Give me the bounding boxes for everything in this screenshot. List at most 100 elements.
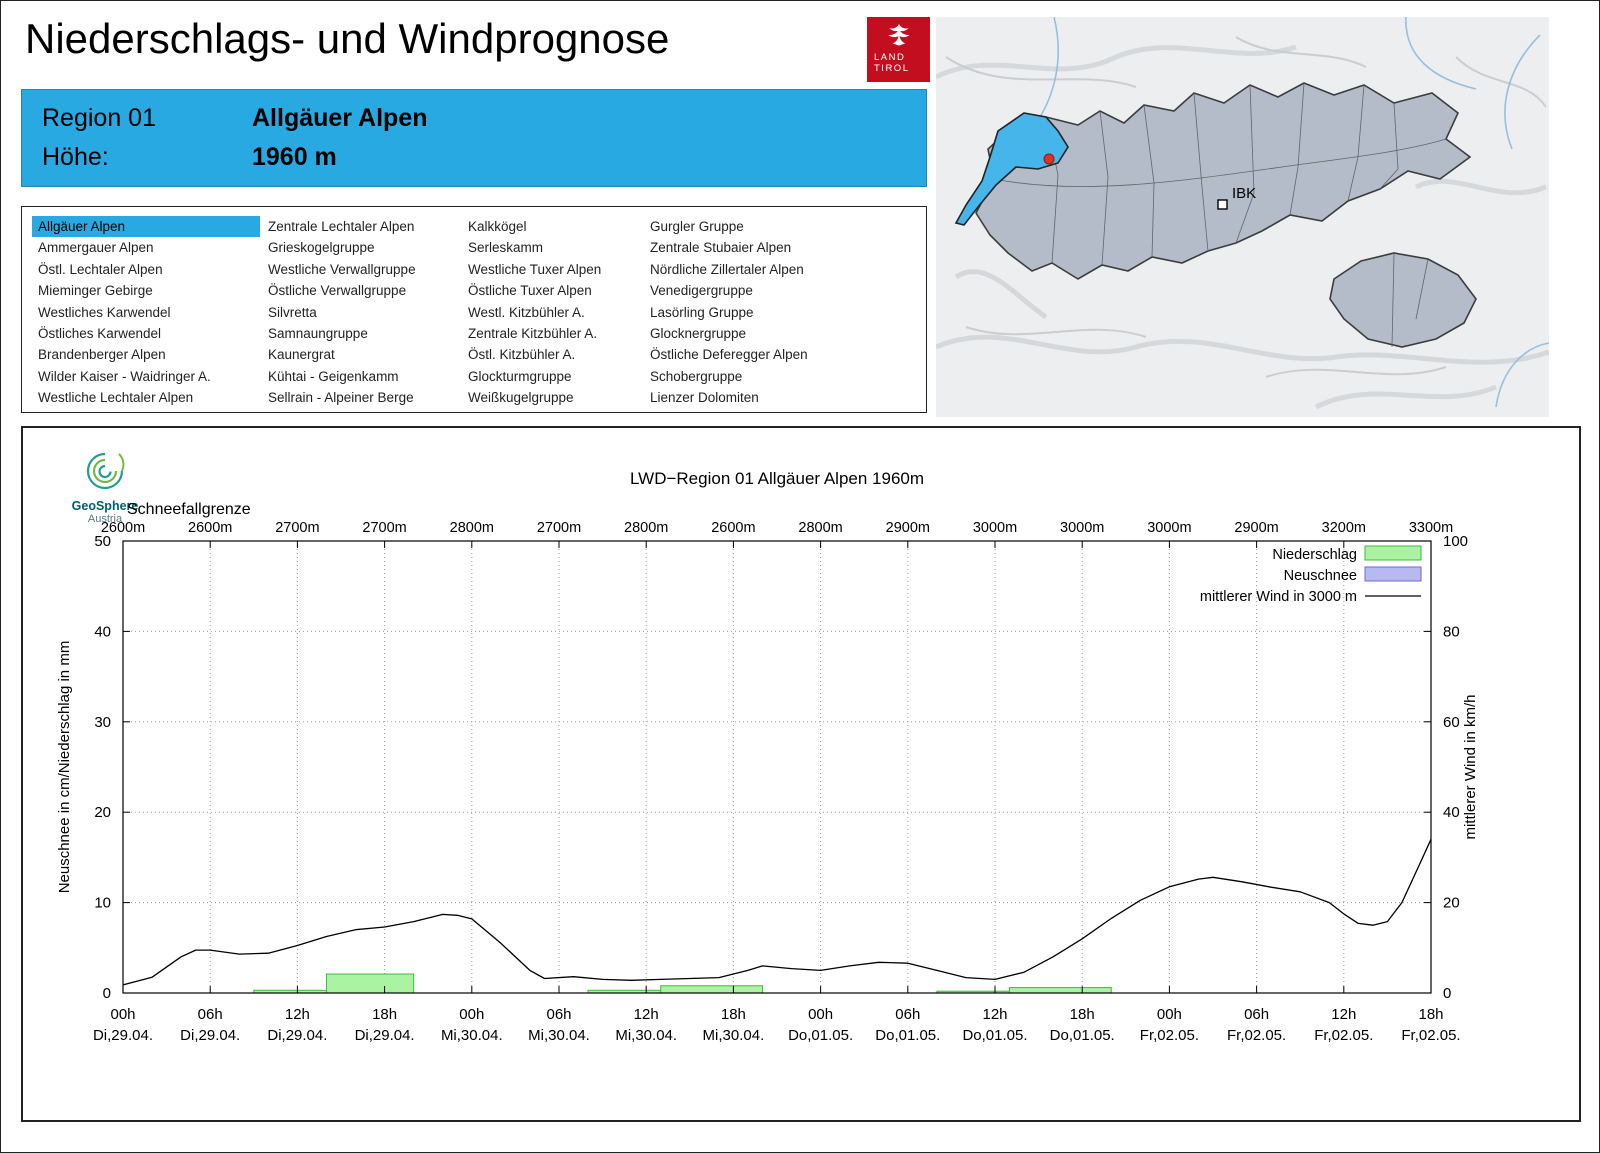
precip-bar <box>660 985 763 994</box>
region-list-item[interactable]: Serleskamm <box>468 240 544 256</box>
ibk-city-marker <box>1217 199 1228 210</box>
region-list-column-3: Kalkkögel Serleskamm Westliche Tuxer Alpen… <box>462 216 644 409</box>
region-list-item[interactable]: Kaunergrat <box>268 347 335 363</box>
region-list-column-2: Zentrale Lechtaler Alpen Grieskogelgruppe… <box>262 216 462 409</box>
region-list-item[interactable]: Nördliche Zillertaler Alpen <box>650 261 804 277</box>
region-list-item[interactable]: Östliche Verwallgruppe <box>268 283 407 299</box>
region-list-item[interactable]: Kalkkögel <box>468 219 527 234</box>
x-tick-hour-label: 18h <box>1418 1006 1443 1023</box>
region-list-item[interactable]: Westl. Kitzbühler A. <box>468 304 585 320</box>
y-right-tick-label: 40 <box>1443 804 1460 821</box>
region-list-item[interactable]: Venedigergruppe <box>650 283 753 299</box>
tyrol-overview-map: IBK <box>934 16 1550 417</box>
y-left-tick-label: 50 <box>94 533 111 550</box>
region-list-item[interactable]: Allgäuer Alpen <box>32 216 260 238</box>
snowline-value: 2800m <box>624 520 668 536</box>
geosphere-country: Austria <box>87 513 123 525</box>
y-axis-label-right: mittlerer Wind in km/h <box>1462 694 1479 839</box>
snowline-value: 2700m <box>275 520 319 536</box>
region-list-item[interactable]: Zentrale Stubaier Alpen <box>650 240 792 256</box>
legend-label: Neuschnee <box>1284 568 1357 584</box>
x-tick-hour-label: 12h <box>634 1006 659 1023</box>
region-list-item[interactable]: Sellrain - Alpeiner Berge <box>268 390 414 406</box>
x-tick-hour-label: 00h <box>110 1006 135 1023</box>
legend-label: mittlerer Wind in 3000 m <box>1200 589 1357 605</box>
region-list-item[interactable]: Westliche Verwallgruppe <box>268 261 416 277</box>
region-list-item[interactable]: Ammergauer Alpen <box>38 240 154 256</box>
snowline-label: Schneefallgrenze <box>127 501 251 518</box>
x-tick-date-label: Do,01.05. <box>962 1027 1027 1044</box>
region-list-item[interactable]: Wilder Kaiser - Waidringer A. <box>38 368 211 384</box>
terrain-ridges <box>945 36 1547 378</box>
snowline-value: 3000m <box>1060 520 1104 536</box>
x-tick-date-label: Mi,30.04. <box>528 1027 590 1044</box>
snowline-value: 2700m <box>537 520 581 536</box>
x-tick-hour-label: 12h <box>1331 1006 1356 1023</box>
x-tick-hour-label: 18h <box>1070 1006 1095 1023</box>
x-tick-date-label: Do,01.05. <box>1050 1027 1115 1044</box>
snowline-value: 2800m <box>450 520 494 536</box>
x-tick-hour-label: 00h <box>808 1006 833 1023</box>
region-list-item[interactable]: Westliche Tuxer Alpen <box>468 261 602 277</box>
region-list-item[interactable]: Lienzer Dolomiten <box>650 390 759 406</box>
forecast-chart-panel: GeoSphere Austria LWD−Region 01 Allgäuer… <box>21 426 1581 1122</box>
y-right-tick-label: 60 <box>1443 714 1460 731</box>
region-list-item[interactable]: Glockturmgruppe <box>468 368 572 384</box>
y-right-tick-label: 80 <box>1443 623 1460 640</box>
x-tick-date-label: Di,29.04. <box>180 1027 240 1044</box>
region-list-item[interactable]: Gurgler Gruppe <box>650 219 744 234</box>
region-list-item[interactable]: Kühtai - Geigenkamm <box>268 368 399 384</box>
y-right-tick-label: 0 <box>1443 985 1451 1002</box>
x-tick-date-label: Mi,30.04. <box>703 1027 765 1044</box>
snowline-value: 2600m <box>101 520 145 536</box>
region-list-item[interactable]: Brandenberger Alpen <box>38 347 166 363</box>
x-tick-hour-label: 12h <box>982 1006 1007 1023</box>
region-list-item[interactable]: Zentrale Lechtaler Alpen <box>268 219 415 234</box>
snowline-value: 3200m <box>1322 520 1366 536</box>
x-tick-date-label: Mi,30.04. <box>441 1027 503 1044</box>
region-list-item[interactable]: Weißkugelgruppe <box>468 390 574 406</box>
plot-border <box>122 540 1432 994</box>
map-svg: IBK <box>934 16 1550 417</box>
region-list-item[interactable]: Lasörling Gruppe <box>650 304 754 320</box>
region-list-item[interactable]: Mieminger Gebirge <box>38 283 153 299</box>
snowline-value: 2800m <box>798 520 842 536</box>
x-tick-date-label: Fr,02.05. <box>1314 1027 1373 1044</box>
x-tick-hour-label: 00h <box>459 1006 484 1023</box>
x-tick-hour-label: 18h <box>372 1006 397 1023</box>
snowline-value: 2600m <box>188 520 232 536</box>
y-left-tick-label: 0 <box>103 985 111 1002</box>
region-list-item[interactable]: Glocknergruppe <box>650 325 747 341</box>
y-left-tick-label: 40 <box>94 623 111 640</box>
x-tick-date-label: Di,29.04. <box>267 1027 327 1044</box>
logo-text-tirol: TIROL <box>874 63 910 74</box>
region-list-item[interactable]: Westliches Karwendel <box>38 304 171 320</box>
region-list-item[interactable]: Grieskogelgruppe <box>268 240 375 256</box>
map-east-subregion-borders <box>1391 252 1429 348</box>
x-tick-hour-label: 12h <box>285 1006 310 1023</box>
region-list-item[interactable]: Samnaungruppe <box>268 325 368 341</box>
x-tick-hour-label: 00h <box>1157 1006 1182 1023</box>
region-list-item[interactable]: Zentrale Kitzbühler A. <box>468 325 598 341</box>
map-region-selected[interactable] <box>954 112 1069 226</box>
region-list-item[interactable]: Östl. Lechtaler Alpen <box>38 261 163 277</box>
x-tick-date-label: Fr,02.05. <box>1401 1027 1460 1044</box>
region-list-item[interactable]: Östliche Tuxer Alpen <box>468 283 592 299</box>
region-list-item[interactable]: Schobergruppe <box>650 368 743 384</box>
snowline-value: 3000m <box>1147 520 1191 536</box>
map-region-north-tyrol[interactable] <box>975 82 1472 280</box>
snowline-value: 2600m <box>711 520 755 536</box>
legend-swatch <box>1364 545 1422 561</box>
region-list-item[interactable]: Westliche Lechtaler Alpen <box>38 390 194 406</box>
geosphere-logo: GeoSphere Austria <box>59 450 151 525</box>
x-tick-hour-label: 06h <box>198 1006 223 1023</box>
y-left-tick-label: 20 <box>94 804 111 821</box>
x-tick-date-label: Do,01.05. <box>788 1027 853 1044</box>
region-list-item[interactable]: Östliches Karwendel <box>38 325 162 341</box>
region-list-item[interactable]: Östliche Deferegger Alpen <box>650 347 808 363</box>
legend-swatch <box>1364 566 1422 582</box>
region-list-item[interactable]: Östl. Kitzbühler A. <box>468 347 576 363</box>
geosphere-name: GeoSphere <box>71 499 139 513</box>
region-name: Allgäuer Alpen <box>252 104 428 132</box>
region-list-item[interactable]: Silvretta <box>268 304 317 320</box>
